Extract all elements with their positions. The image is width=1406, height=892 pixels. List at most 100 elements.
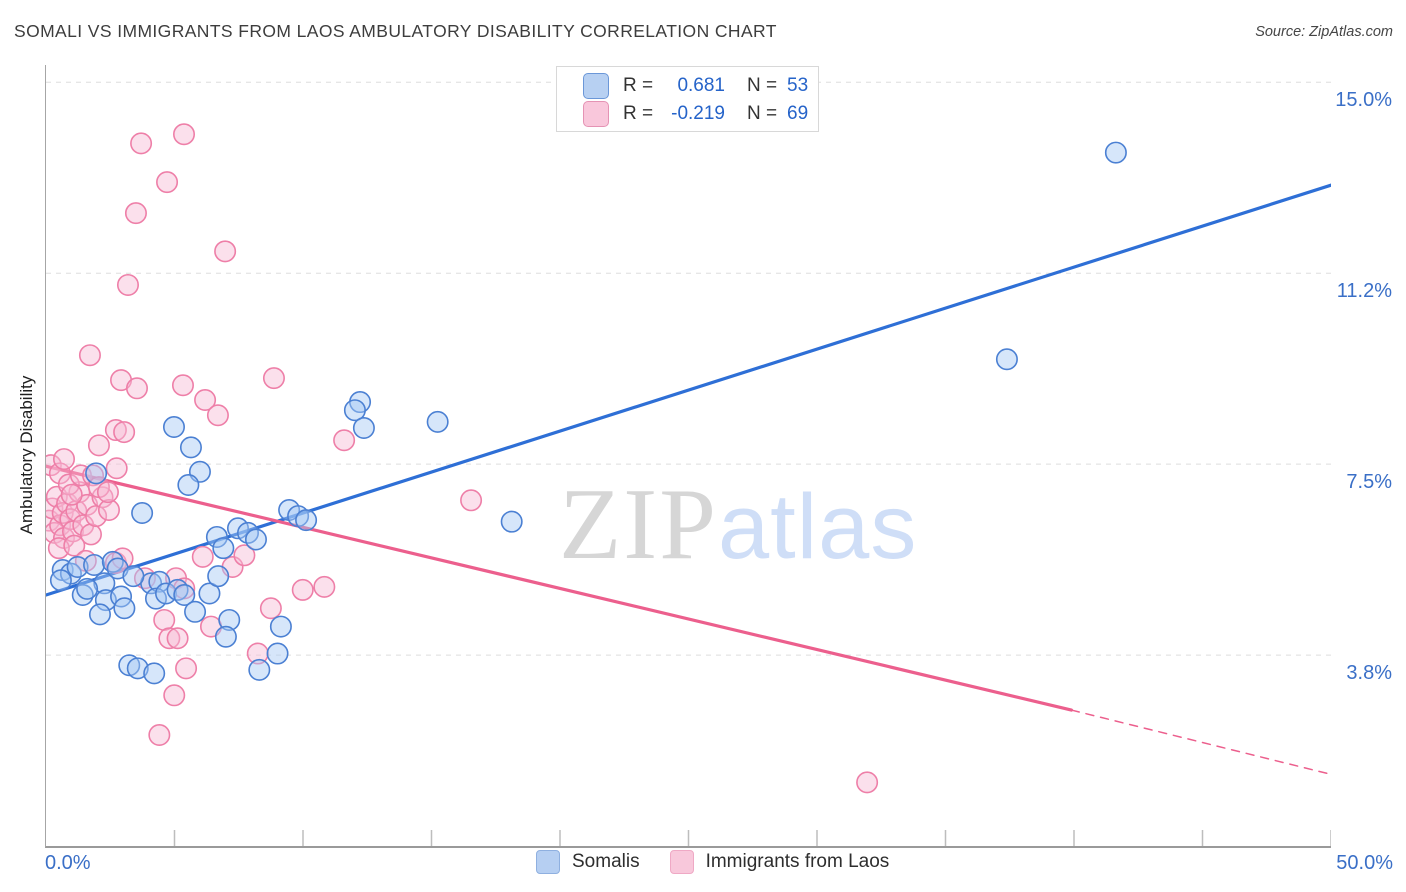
r-value-laos: -0.219 (671, 103, 725, 124)
laos-trendline (46, 464, 1074, 712)
somalis-point (207, 565, 230, 588)
laos-swatch (669, 850, 694, 874)
somalis-point (131, 502, 154, 525)
x-axis-max-label: 50.0% (1336, 852, 1393, 874)
x-axis-min-label: 0.0% (45, 852, 91, 874)
somalis-legend-swatch (583, 73, 609, 99)
y-tick-label: 7.5% (1346, 471, 1392, 494)
somalis-point (126, 657, 149, 680)
somalis-point (995, 348, 1018, 371)
laos-point (214, 240, 237, 263)
scatter-plot-canvas (46, 81, 1331, 846)
somalis-point (144, 587, 167, 610)
n-value-laos: 69 (787, 103, 809, 124)
r-label: R = (623, 75, 654, 96)
laos-point (78, 344, 101, 367)
somalis-point (198, 582, 221, 605)
r-label: R = (623, 103, 654, 124)
laos-point (96, 481, 119, 504)
somalis-point (352, 417, 375, 440)
laos-point (105, 457, 128, 480)
somalis-point (179, 436, 202, 459)
laos-point (125, 377, 148, 400)
laos-point (194, 389, 217, 412)
somalis-point (343, 399, 366, 422)
laos-point (856, 771, 879, 794)
r-value-somalis: 0.681 (677, 75, 725, 96)
legend-item-laos: Immigrants from Laos (669, 850, 890, 874)
source-credit: Source: ZipAtlas.com (1255, 24, 1393, 40)
laos-point (156, 171, 179, 194)
laos-point (166, 627, 189, 650)
somalis-swatch (536, 850, 560, 874)
laos-point (313, 575, 336, 598)
laos-legend-swatch (583, 101, 609, 127)
y-tick-label: 15.0% (1335, 89, 1392, 112)
laos-point (60, 483, 83, 506)
n-label: N = (747, 103, 778, 124)
laos-label: Immigrants from Laos (705, 851, 890, 872)
somalis-point (426, 410, 449, 433)
y-tick-label: 11.2% (1336, 280, 1392, 303)
somalis-point (500, 510, 523, 533)
laos-point (158, 627, 181, 650)
series-legend: Somalis Immigrants from Laos (536, 850, 889, 874)
laos-point (104, 419, 127, 442)
laos-trendline-extrapolated (1070, 709, 1330, 775)
laos-point (153, 608, 176, 631)
laos-point (206, 404, 229, 427)
laos-point (52, 448, 75, 471)
laos-point (191, 545, 214, 568)
somalis-point (143, 662, 166, 685)
somalis-point (214, 625, 237, 648)
laos-point (259, 597, 282, 620)
somalis-point (162, 415, 185, 438)
laos-point (124, 202, 147, 225)
laos-point (262, 367, 285, 390)
somalis-point (244, 528, 267, 551)
somalis-point (118, 654, 141, 677)
somalis-point (266, 642, 289, 665)
legend-row-laos: R = -0.219 N = 69 (583, 100, 818, 128)
laos-point (163, 684, 186, 707)
plot-area: ZIPatlas (45, 65, 1331, 848)
laos-point (116, 273, 139, 296)
laos-point (175, 657, 198, 680)
somalis-point (177, 474, 200, 497)
laos-point (171, 374, 194, 397)
somalis-point (205, 525, 228, 548)
legend-row-somalis: R = 0.681 N = 53 (583, 72, 818, 100)
somalis-point (93, 572, 116, 595)
somalis-point (173, 584, 196, 607)
laos-point (460, 489, 483, 512)
somalis-point (85, 462, 108, 485)
somalis-label: Somalis (572, 851, 640, 872)
page-title: SOMALI VS IMMIGRANTS FROM LAOS AMBULATOR… (14, 21, 777, 41)
somalis-point (184, 600, 207, 623)
laos-point (291, 578, 314, 601)
somalis-point (88, 603, 111, 626)
y-axis-title: Ambulatory Disability (17, 375, 36, 535)
n-label: N = (747, 75, 778, 96)
somalis-point (212, 537, 235, 560)
somalis-point (269, 615, 292, 638)
y-tick-label: 3.8% (1346, 662, 1392, 685)
somalis-point (66, 555, 89, 578)
laos-point (113, 421, 136, 444)
somalis-point (148, 570, 171, 593)
correlation-legend-box: R = 0.681 N = 53 R = -0.219 N = 69 (556, 66, 819, 132)
somalis-point (113, 597, 136, 620)
laos-point (48, 462, 71, 485)
somalis-point (83, 553, 106, 576)
somalis-point (49, 569, 72, 592)
laos-point (63, 534, 86, 557)
somalis-point (218, 608, 241, 631)
legend-item-somalis: Somalis (536, 850, 640, 874)
laos-point (130, 132, 153, 155)
somalis-trendline (46, 183, 1331, 597)
somalis-point (248, 658, 271, 681)
somalis-point (122, 565, 145, 588)
somalis-point (76, 577, 99, 600)
laos-point (333, 429, 356, 452)
